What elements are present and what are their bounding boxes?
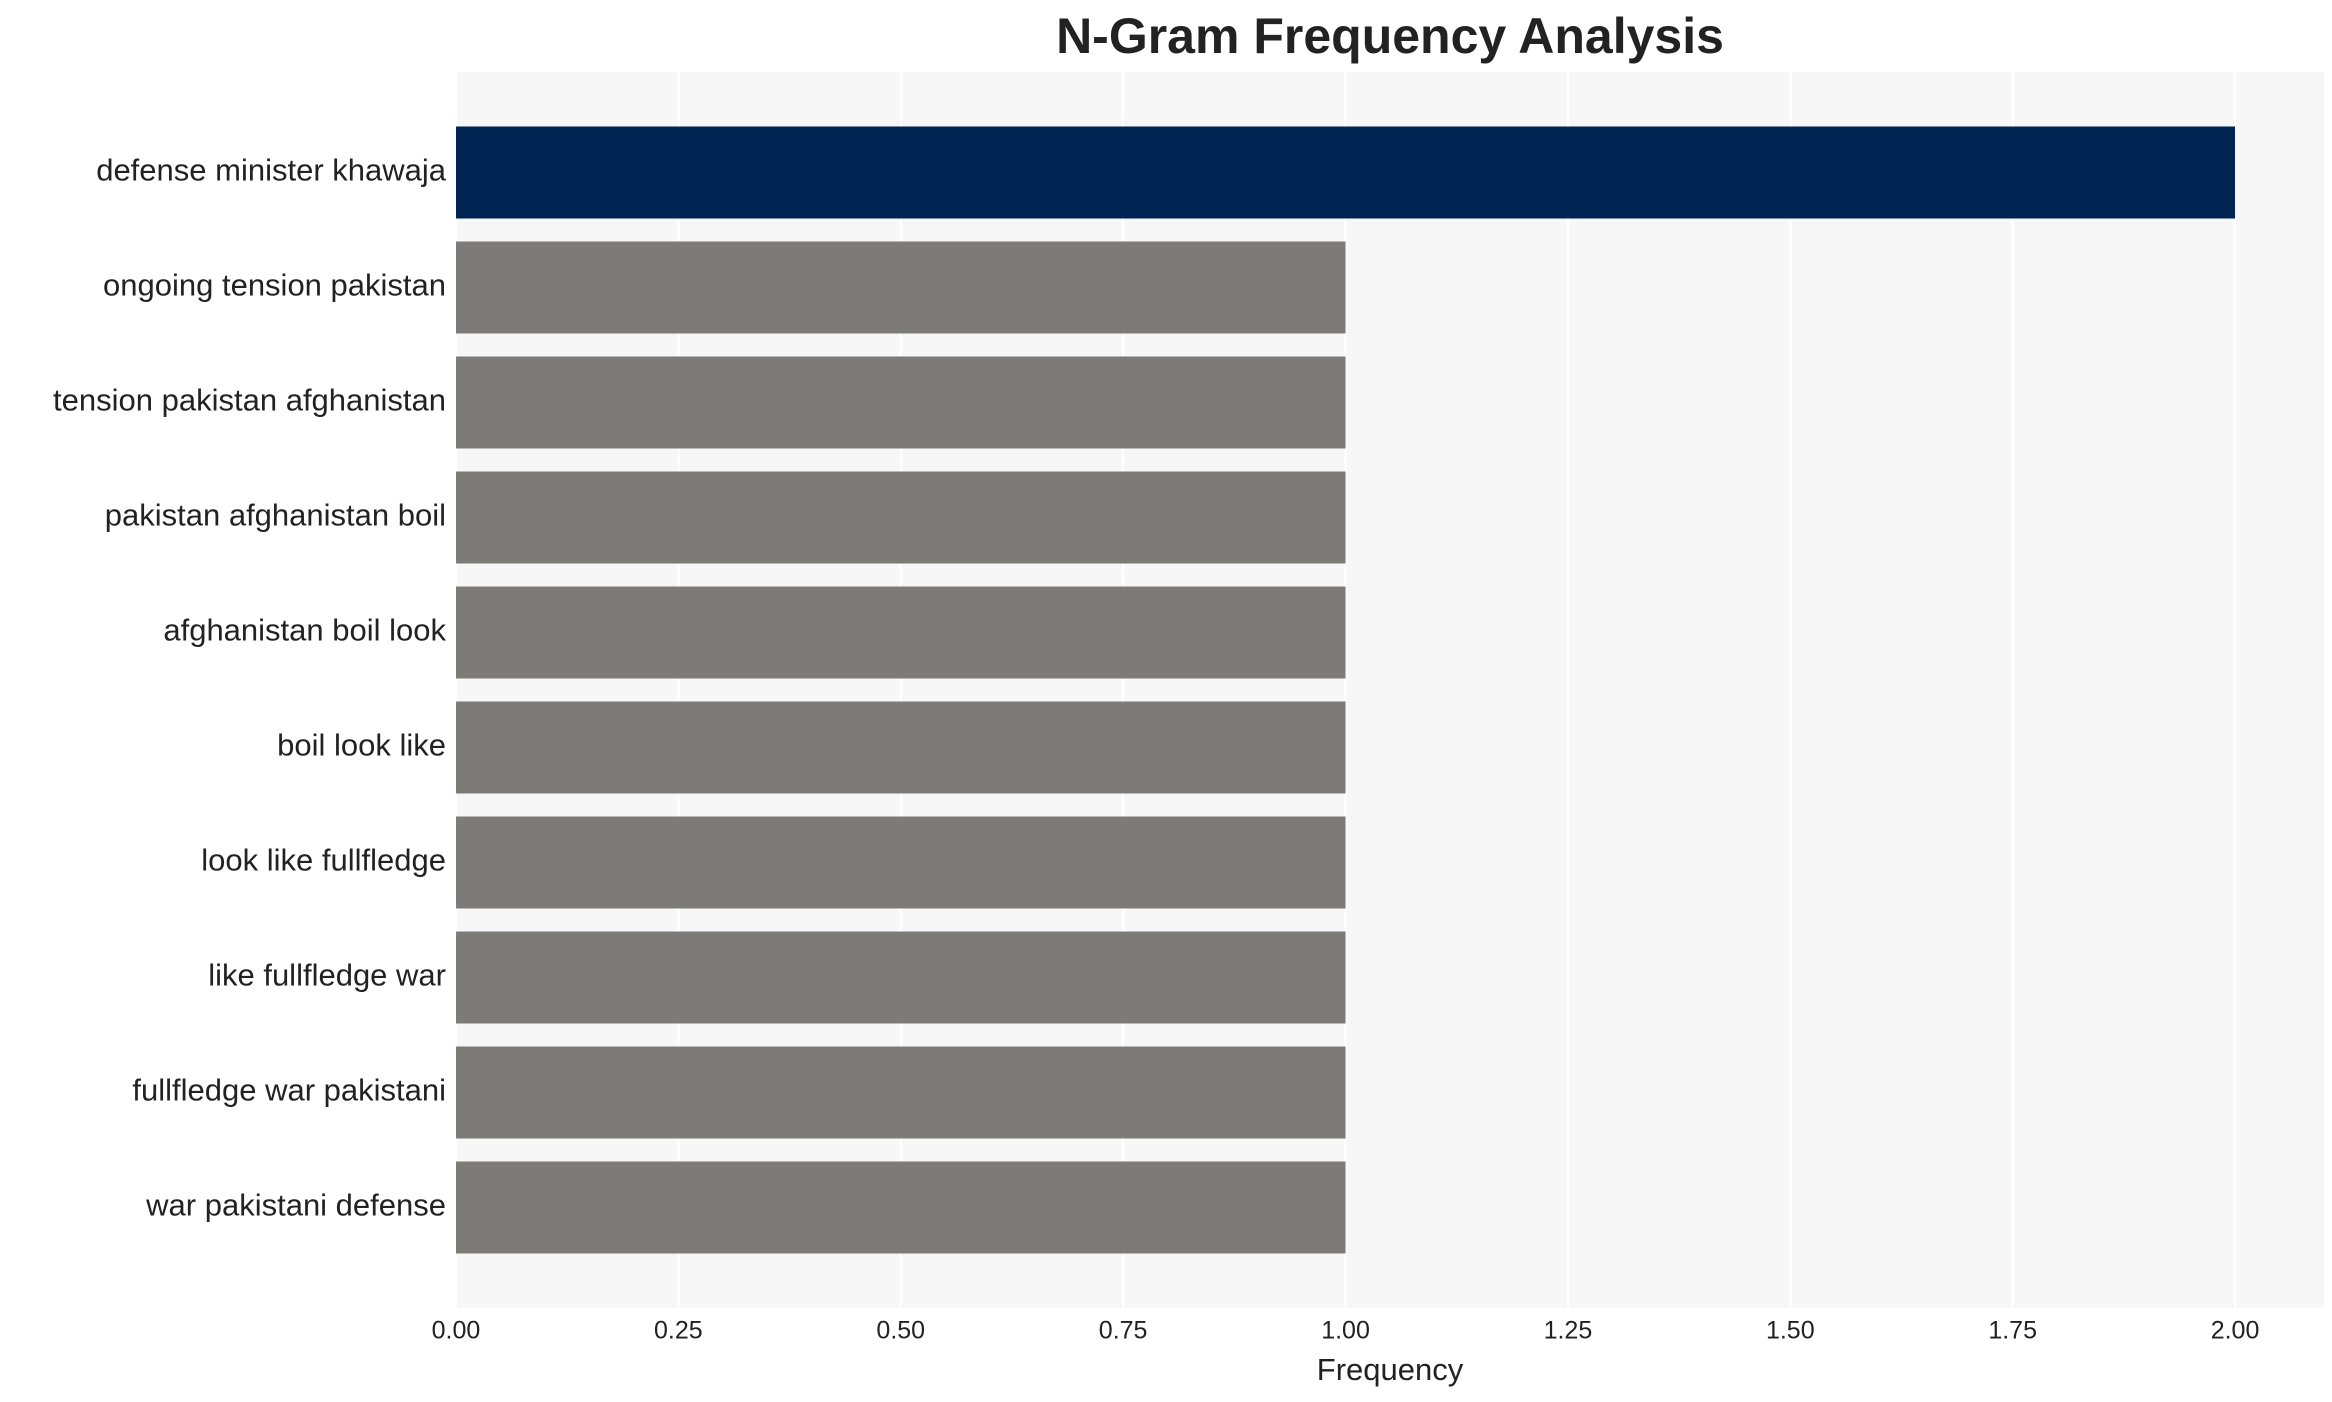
x-tick-label: 0.25 xyxy=(654,1317,703,1345)
bar xyxy=(456,1046,1346,1139)
y-tick-label: pakistan afghanistan boil xyxy=(105,498,446,533)
bar xyxy=(456,931,1346,1024)
y-tick-label: boil look like xyxy=(277,728,446,763)
bar xyxy=(456,1161,1346,1254)
bar xyxy=(456,126,2236,219)
bar xyxy=(456,241,1346,334)
y-tick-label: like fullfledge war xyxy=(208,958,446,993)
y-tick-label: war pakistani defense xyxy=(145,1188,446,1223)
x-tick-label: 1.50 xyxy=(1766,1317,1815,1345)
x-tick-label: 0.50 xyxy=(876,1317,925,1345)
bar xyxy=(456,701,1346,794)
y-tick-label: look like fullfledge xyxy=(201,843,446,878)
x-tick-label: 1.25 xyxy=(1544,1317,1593,1345)
y-tick-label: ongoing tension pakistan xyxy=(103,268,446,303)
x-tick-label: 1.00 xyxy=(1321,1317,1370,1345)
x-tick-label: 0.75 xyxy=(1099,1317,1148,1345)
y-tick-label: defense minister khawaja xyxy=(96,153,447,188)
bar xyxy=(456,356,1346,449)
bar xyxy=(456,471,1346,564)
x-tick-label: 2.00 xyxy=(2211,1317,2260,1345)
y-tick-label: tension pakistan afghanistan xyxy=(53,383,446,418)
x-tick-label: 1.75 xyxy=(1988,1317,2037,1345)
bar xyxy=(456,586,1346,679)
x-axis-label: Frequency xyxy=(1317,1352,1464,1387)
y-tick-label: fullfledge war pakistani xyxy=(132,1073,446,1108)
bar xyxy=(456,816,1346,909)
chart-title: N-Gram Frequency Analysis xyxy=(1056,8,1724,64)
x-tick-label: 0.00 xyxy=(432,1317,481,1345)
y-tick-label: afghanistan boil look xyxy=(163,613,446,648)
